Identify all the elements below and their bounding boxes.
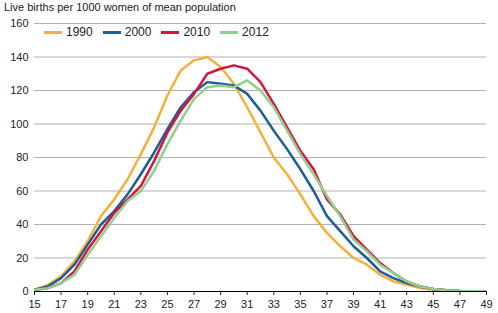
svg-text:33: 33 <box>268 298 280 310</box>
svg-text:80: 80 <box>16 151 28 163</box>
html-text:2010: 2010 <box>183 25 211 39</box>
svg-text:37: 37 <box>321 298 333 310</box>
svg-text:40: 40 <box>16 218 28 230</box>
html-text:2000: 2000 <box>124 25 152 39</box>
svg-text:60: 60 <box>16 185 28 197</box>
svg-text:27: 27 <box>188 298 200 310</box>
svg-text:100: 100 <box>10 118 28 130</box>
svg-text:41: 41 <box>374 298 386 310</box>
svg-text:43: 43 <box>401 298 413 310</box>
svg-text:19: 19 <box>82 298 94 310</box>
svg-text:39: 39 <box>347 298 359 310</box>
svg-text:160: 160 <box>10 17 28 29</box>
svg-text:17: 17 <box>55 298 67 310</box>
svg-text:15: 15 <box>28 298 40 310</box>
html-text:2012: 2012 <box>242 25 269 39</box>
html-text:Live births per 1000 women of: Live births per 1000 women of mean popul… <box>4 1 236 13</box>
svg-text:120: 120 <box>10 84 28 96</box>
svg-text:21: 21 <box>108 298 120 310</box>
svg-text:140: 140 <box>10 51 28 63</box>
svg-text:47: 47 <box>454 298 466 310</box>
svg-text:31: 31 <box>241 298 253 310</box>
svg-text:45: 45 <box>427 298 439 310</box>
svg-text:29: 29 <box>214 298 226 310</box>
svg-text:23: 23 <box>135 298 147 310</box>
svg-text:25: 25 <box>161 298 173 310</box>
svg-text:20: 20 <box>16 252 28 264</box>
html-text:1990: 1990 <box>66 25 93 39</box>
svg-text:0: 0 <box>22 285 28 297</box>
svg-text:35: 35 <box>294 298 306 310</box>
svg-text:49: 49 <box>480 298 492 310</box>
